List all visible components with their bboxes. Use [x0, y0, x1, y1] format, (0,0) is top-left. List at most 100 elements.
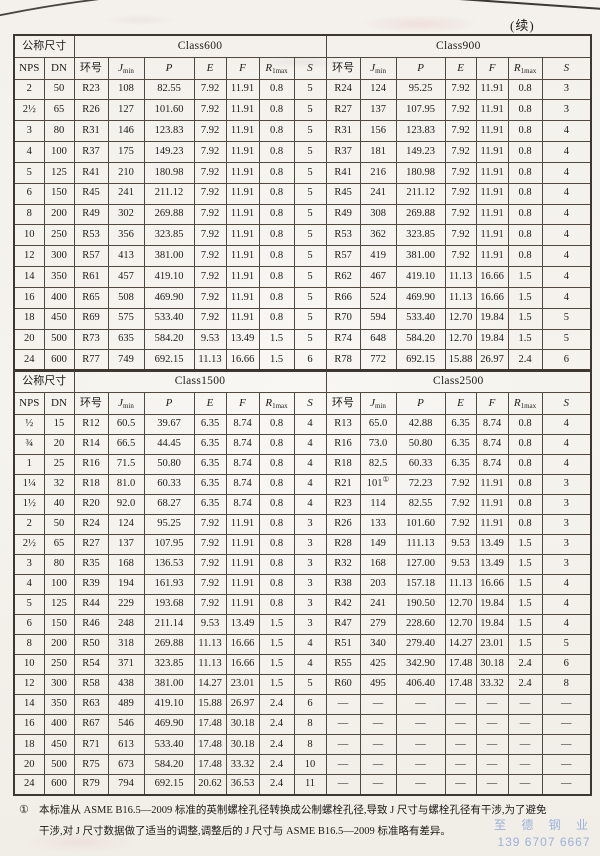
table-cell: 20.62	[193, 774, 227, 796]
table-row: 16 400 R67 546 469.90 17.48 30.18 2.4 8— — — — — — —	[13, 714, 592, 736]
table-cell: 8.74	[225, 413, 260, 435]
table-cell: 0.8	[258, 533, 295, 555]
table-cell: 500	[43, 754, 75, 776]
col-header-p: P	[395, 391, 446, 415]
table-cell: 11.91	[475, 120, 509, 143]
class-right-header: Class2500	[325, 369, 592, 393]
table-cell: 0.8	[258, 307, 295, 330]
table-cell: 323.85	[143, 224, 195, 247]
table-cell: 7.92	[193, 553, 227, 575]
table-cell: R39	[73, 573, 109, 595]
table-cell: 300	[43, 674, 75, 696]
table-cell: 5	[293, 203, 327, 226]
table-cell: 302	[107, 203, 145, 226]
table-cell: 229	[107, 593, 145, 615]
table-cell: 71.5	[107, 453, 145, 475]
table-cell: 0.8	[258, 413, 295, 435]
table-cell: 4	[13, 573, 45, 595]
table-cell: 4	[293, 473, 327, 495]
table-cell: ½	[13, 413, 45, 435]
table-cell: 7.92	[444, 245, 477, 268]
table-cell: 8	[293, 714, 327, 736]
table-cell: R42	[325, 593, 361, 615]
col-header-s: S	[541, 56, 592, 80]
table-row: 12 300 R58 438 381.00 14.27 23.01 1.5 5 R60 495 406…	[13, 674, 592, 696]
table-cell: 12	[13, 245, 45, 268]
table-row: 6 150 R46 248 211.14 9.53 13.49 1.5 3 R47 279 228.6…	[13, 613, 592, 636]
table-cell: 216	[359, 161, 397, 184]
table-cell: 4	[541, 203, 592, 226]
table-cell: 11.13	[193, 634, 227, 656]
table-cell: 0.8	[258, 203, 295, 226]
table-cell: 2.4	[258, 774, 295, 796]
table-cell: 11.91	[475, 224, 509, 247]
table-cell: 425	[359, 654, 397, 676]
table-cell: 16.66	[475, 573, 509, 595]
table-cell: 350	[43, 266, 75, 288]
table-cell: 7.92	[193, 99, 227, 122]
table-cell: R63	[73, 694, 109, 716]
table-row: 2½ 65 R26 127 101.60 7.92 11.91 0.8 5 R27 137 107.9…	[13, 99, 592, 122]
table-cell: R51	[325, 634, 361, 656]
table-cell: —	[475, 714, 509, 736]
scan-artifact-lines	[0, 0, 600, 17]
table-cell: 692.15	[143, 349, 195, 372]
table-cell: 5	[13, 161, 45, 184]
table-cell: 7.92	[444, 473, 477, 495]
table-row: 4 100 R37 175 149.23 7.92 11.91 0.8 5 R37 181 149.2…	[13, 141, 592, 163]
table-cell: 2½	[13, 99, 45, 122]
table-cell: R47	[325, 613, 361, 636]
col-header-e: E	[444, 391, 477, 415]
table-cell: R32	[325, 553, 361, 575]
table-cell: 6.35	[193, 493, 227, 515]
table-cell: 11.91	[225, 245, 260, 268]
table-cell: 16.66	[225, 634, 260, 656]
table-cell: 82.5	[359, 453, 397, 475]
table-cell: —	[444, 774, 477, 796]
table-cell: 14	[13, 694, 45, 716]
table-cell: 13.49	[475, 553, 509, 575]
table-cell: 406.40	[395, 674, 446, 696]
table-cell: 19.84	[475, 593, 509, 615]
table-cell: 11.91	[475, 99, 509, 122]
table-cell: 123.83	[395, 120, 446, 143]
table-cell: 16.66	[475, 266, 509, 288]
table-cell: 692.15	[143, 774, 195, 796]
table-cell: R57	[325, 245, 361, 268]
table-cell: 100	[43, 573, 75, 595]
table-cell: 124	[107, 513, 145, 535]
table-cell: 7.92	[444, 203, 477, 226]
table-cell: 40	[43, 493, 75, 515]
table-cell: 3	[541, 533, 592, 555]
table-cell: 8	[13, 203, 45, 226]
table-cell: 4	[541, 286, 592, 309]
col-header-ring: 环号	[73, 391, 109, 415]
table-cell: —	[359, 774, 397, 796]
table-cell: 7.92	[193, 245, 227, 268]
table-cell: 0.8	[258, 493, 295, 515]
class-left-header: Class600	[73, 34, 327, 58]
table-cell: —	[475, 694, 509, 716]
table-cell: R58	[73, 674, 109, 696]
table-cell: 16	[13, 286, 45, 309]
table-cell: 1.5	[507, 613, 543, 636]
table-cell: 1.5	[507, 593, 543, 615]
table-cell: 1.5	[258, 654, 295, 676]
table-cell: 1¼	[13, 473, 45, 495]
table-cell: 203	[359, 573, 397, 595]
table-cell: 5	[293, 120, 327, 143]
table-cell: 80	[43, 120, 75, 143]
table-row: 1¼ 32 R18 81.0 60.33 6.35 8.74 0.8 4 R21 101① 72.23…	[13, 473, 592, 495]
table-cell: 161.93	[143, 573, 195, 595]
table-cell: 14	[13, 266, 45, 288]
table-cell: 1.5	[258, 674, 295, 696]
table-cell: 11.91	[225, 573, 260, 595]
table-row: 3 80 R31 146 123.83 7.92 11.91 0.8 5 R31 156 123.83…	[13, 120, 592, 143]
table-cell: 469.90	[395, 286, 446, 309]
table-row: 20 500 R73 635 584.20 9.53 13.49 1.5 5 R74 648 584.…	[13, 328, 592, 351]
table-cell: R53	[325, 224, 361, 247]
table-cell: 108	[107, 78, 145, 101]
table-cell: 7.92	[193, 203, 227, 226]
table-cell: 125	[43, 593, 75, 615]
